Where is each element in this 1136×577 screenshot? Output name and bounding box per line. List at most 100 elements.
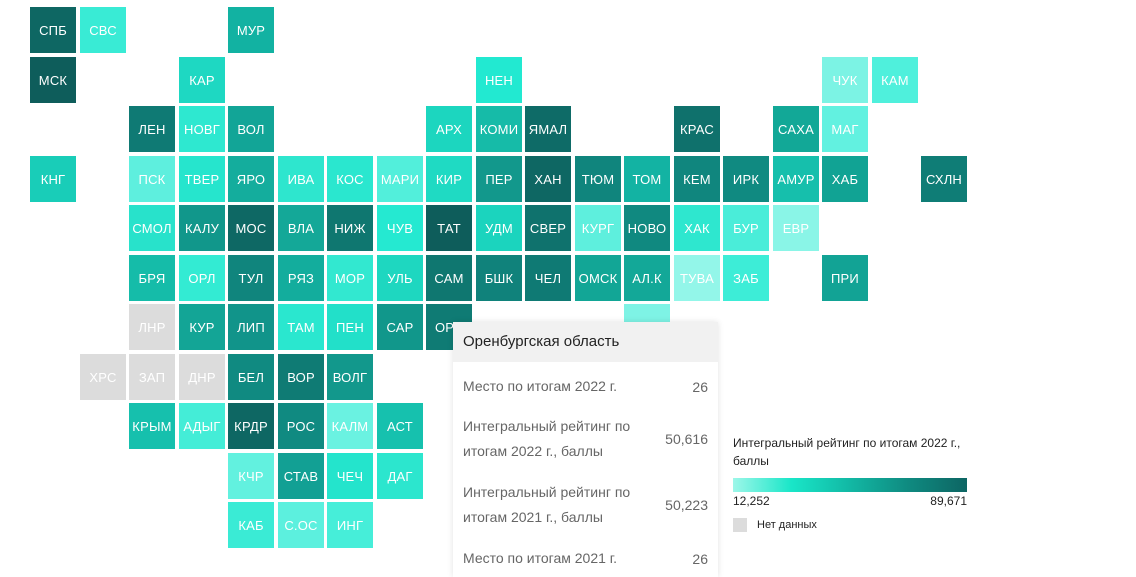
region-tile[interactable]: ТУВА [674,255,720,301]
region-tile[interactable]: С.ОС [278,502,324,548]
region-tile[interactable]: КУРГ [575,205,621,251]
region-tile[interactable]: КРДР [228,403,274,449]
region-tile[interactable]: УЛЬ [377,255,423,301]
region-tile[interactable]: БУР [723,205,769,251]
region-tile[interactable]: МСК [30,57,76,103]
region-tile[interactable]: ПСК [129,156,175,202]
region-tile[interactable]: ДНР [179,354,225,400]
region-tile[interactable]: КРАС [674,106,720,152]
region-tile[interactable]: УДМ [476,205,522,251]
tooltip-row-rating-2022: Интегральный рейтинг по итогам 2022 г., … [463,414,708,464]
region-tile[interactable]: ТЮМ [575,156,621,202]
region-tile[interactable]: КИР [426,156,472,202]
region-tile[interactable]: ВЛА [278,205,324,251]
region-tile[interactable]: КЧР [228,453,274,499]
region-tile[interactable]: КАР [179,57,225,103]
region-tile[interactable]: САМ [426,255,472,301]
region-tile[interactable]: ЗАБ [723,255,769,301]
tooltip-label: Место по итогам 2022 г. [463,378,618,394]
color-legend: Интегральный рейтинг по итогам 2022 г., … [733,434,973,532]
region-tile[interactable]: ИНГ [327,502,373,548]
region-tile[interactable]: ХРС [80,354,126,400]
region-tile[interactable]: ТАТ [426,205,472,251]
region-tile[interactable]: ОМСК [575,255,621,301]
region-tile[interactable]: КАЛУ [179,205,225,251]
tooltip-label: Место по итогам 2021 г. [463,550,618,566]
region-tile[interactable]: ХАБ [822,156,868,202]
region-tile[interactable]: ИРК [723,156,769,202]
region-tile[interactable]: ОРЛ [179,255,225,301]
region-tile[interactable]: ВОЛГ [327,354,373,400]
region-tile[interactable]: БШК [476,255,522,301]
region-tile[interactable]: НЕН [476,57,522,103]
region-tile[interactable]: МАГ [822,106,868,152]
region-tile[interactable]: ВОЛ [228,106,274,152]
region-tile[interactable]: СВЕР [525,205,571,251]
region-tile[interactable]: НОВО [624,205,670,251]
legend-title: Интегральный рейтинг по итогам 2022 г., … [733,436,961,468]
region-tile[interactable]: САР [377,304,423,350]
region-tile[interactable]: ЧУК [822,57,868,103]
region-tile[interactable]: САХА [773,106,819,152]
region-tile[interactable]: КРЫМ [129,403,175,449]
region-tile[interactable]: ЛИП [228,304,274,350]
region-tile[interactable]: БРЯ [129,255,175,301]
region-tile[interactable]: ЧЕЛ [525,255,571,301]
region-tile[interactable]: АМУР [773,156,819,202]
region-tile[interactable]: АДЫГ [179,403,225,449]
region-tile[interactable]: КАБ [228,502,274,548]
region-tile[interactable]: НОВГ [179,106,225,152]
region-tile[interactable]: КОС [327,156,373,202]
region-tile[interactable]: ХАН [525,156,571,202]
region-tile[interactable]: МОС [228,205,274,251]
tooltip-value: 26 [692,378,708,395]
region-tile[interactable]: ХАК [674,205,720,251]
region-tile[interactable]: ПРИ [822,255,868,301]
region-tile[interactable]: ИВА [278,156,324,202]
region-tile[interactable]: ЗАП [129,354,175,400]
no-data-swatch [733,518,747,532]
region-tile[interactable]: МОР [327,255,373,301]
region-tile[interactable]: МАРИ [377,156,423,202]
region-tile[interactable]: МУР [228,7,274,53]
region-tile[interactable]: ЯМАЛ [525,106,571,152]
region-tile[interactable]: КОМИ [476,106,522,152]
region-tile[interactable]: НИЖ [327,205,373,251]
region-tile[interactable]: АРХ [426,106,472,152]
region-tile[interactable]: ЧУВ [377,205,423,251]
region-tile[interactable]: ДАГ [377,453,423,499]
region-tile[interactable]: КАМ [872,57,918,103]
region-tile[interactable]: АЛ.К [624,255,670,301]
tooltip-value: 50,223 [665,497,708,513]
region-tile[interactable]: ТОМ [624,156,670,202]
region-tile[interactable]: АСТ [377,403,423,449]
region-tile[interactable]: ЛНР [129,304,175,350]
region-tile[interactable]: СМОЛ [129,205,175,251]
legend-gradient-bar [733,478,967,492]
region-tile[interactable]: СВС [80,7,126,53]
region-tile[interactable]: КНГ [30,156,76,202]
region-tile[interactable]: КУР [179,304,225,350]
region-tile[interactable]: РЯЗ [278,255,324,301]
region-tile[interactable]: ТУЛ [228,255,274,301]
region-tile[interactable]: РОС [278,403,324,449]
region-tile[interactable]: ПЕР [476,156,522,202]
region-tile[interactable]: ЛЕН [129,106,175,152]
region-tile[interactable]: СТАВ [278,453,324,499]
no-data-label: Нет данных [757,519,817,531]
region-tile[interactable]: ПЕН [327,304,373,350]
region-tile[interactable]: ЕВР [773,205,819,251]
region-tile[interactable]: ТВЕР [179,156,225,202]
region-tile[interactable]: ЧЕЧ [327,453,373,499]
region-tile[interactable]: ТАМ [278,304,324,350]
region-tile[interactable]: ВОР [278,354,324,400]
tooltip-value: 26 [692,550,708,567]
region-tile[interactable]: СПБ [30,7,76,53]
region-tile[interactable]: КАЛМ [327,403,373,449]
tooltip-value: 50,616 [665,431,708,447]
tooltip-row-place-2021: Место по итогам 2021 г. 26 [463,546,708,571]
region-tile[interactable]: БЕЛ [228,354,274,400]
region-tile[interactable]: СХЛН [921,156,967,202]
region-tile[interactable]: ЯРО [228,156,274,202]
region-tile[interactable]: КЕМ [674,156,720,202]
